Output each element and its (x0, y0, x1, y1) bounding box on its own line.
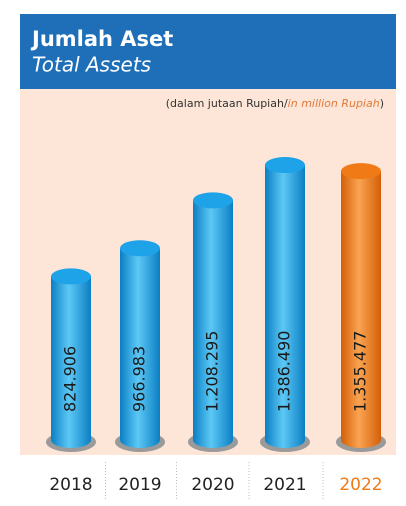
x-tick-label: 2021 (263, 475, 306, 495)
bar-top (51, 268, 91, 285)
bar-top (265, 157, 305, 173)
chart-subtitle: Total Assets (32, 53, 151, 77)
x-tick-label: 2022 (339, 475, 382, 495)
unit-text: (dalam jutaan Rupiah/ (166, 97, 288, 110)
x-tick-label: 2019 (118, 475, 161, 495)
bar-top (120, 240, 160, 257)
bar (120, 248, 160, 448)
header (20, 14, 396, 89)
x-tick-label: 2020 (191, 475, 234, 495)
label-row (20, 455, 396, 502)
value-label: 1.208.295 (203, 331, 222, 412)
value-label: 966.983 (130, 346, 149, 412)
value-label: 824.906 (61, 346, 80, 412)
bar (265, 165, 305, 448)
unit-close: ) (380, 97, 384, 110)
value-label: 1.386.490 (275, 331, 294, 412)
bar (51, 276, 91, 448)
bar-top (341, 163, 381, 180)
bar (193, 200, 233, 448)
value-label: 1.355.477 (351, 331, 370, 412)
unit-note: (dalam jutaan Rupiah/in million Rupiah) (166, 97, 384, 110)
bar (341, 171, 381, 449)
chart-title: Jumlah Aset (30, 27, 173, 51)
unit-italic: in million Rupiah (288, 97, 380, 110)
bar-top (193, 192, 233, 209)
x-tick-label: 2018 (49, 475, 92, 495)
